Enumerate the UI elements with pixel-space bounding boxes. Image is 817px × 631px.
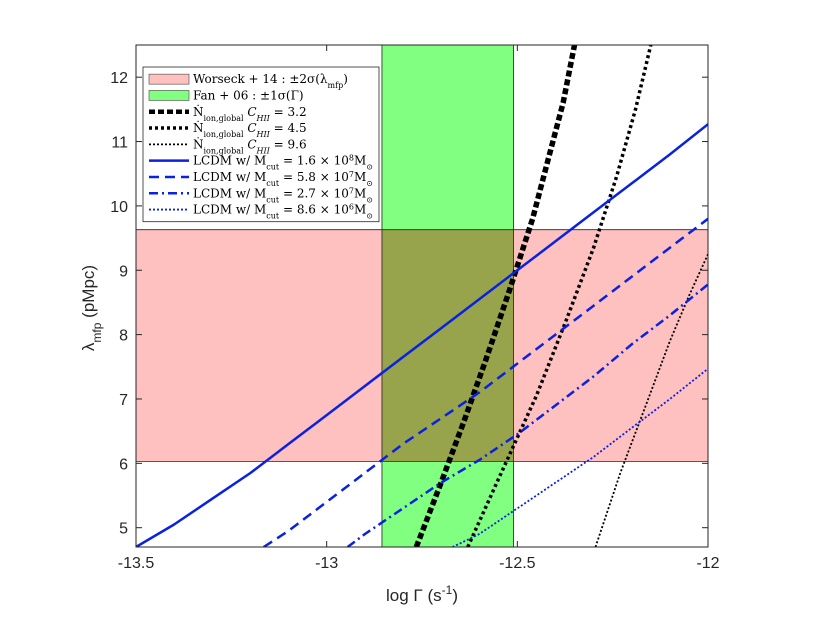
y-tick-label: 10 bbox=[110, 199, 128, 216]
legend-swatch bbox=[148, 90, 190, 101]
legend-label: Fan + 06 : ±1σ(Γ) bbox=[193, 88, 304, 102]
x-tick-label: -13 bbox=[315, 555, 338, 572]
series-line-1 bbox=[413, 45, 578, 547]
legend-label: Ṅion,global CHII = 3.2 bbox=[193, 103, 307, 123]
y-tick-label: 8 bbox=[119, 328, 128, 345]
legend-label: LCDM w/ Mcut = 2.7 × 107M⊙ bbox=[193, 186, 373, 204]
bands-layer bbox=[136, 45, 708, 547]
series-line-5 bbox=[263, 217, 708, 547]
legend-swatch bbox=[148, 73, 190, 85]
x-tick-label: -12 bbox=[696, 555, 719, 572]
y-tick-label: 5 bbox=[119, 521, 128, 538]
x-tick-label: -13.5 bbox=[118, 555, 155, 572]
legend-label: LCDM w/ Mcut = 5.8 × 107M⊙ bbox=[193, 169, 373, 187]
series-line-4 bbox=[136, 123, 708, 547]
legend-label: Ṅion,global CHII = 4.5 bbox=[193, 119, 307, 139]
legend: Worseck + 14 : ±2σ(λmfp)Fan + 06 : ±1σ(Γ… bbox=[142, 66, 380, 223]
y-tick-label: 11 bbox=[111, 135, 128, 152]
y-tick-label: 7 bbox=[119, 392, 128, 409]
series-line-7 bbox=[452, 367, 708, 547]
x-axis-label: log Γ (s-1) bbox=[386, 583, 458, 605]
legend-label: LCDM w/ Mcut = 8.6 × 106M⊙ bbox=[193, 202, 373, 220]
y-axis-label: λmfp (pMpc) bbox=[79, 265, 104, 351]
series-line-2 bbox=[466, 45, 653, 547]
series-layer bbox=[136, 45, 708, 547]
axes-layer: -13.5 -13 -12.5 -12 5 6 7 8 9 10 11 12 bbox=[110, 44, 720, 572]
legend-label: LCDM w/ Mcut = 1.6 × 108M⊙ bbox=[193, 153, 373, 171]
y-tick-label: 9 bbox=[119, 263, 128, 280]
plot-frame bbox=[135, 44, 709, 548]
y-tick-label: 6 bbox=[119, 456, 128, 473]
band-overlap bbox=[381, 229, 514, 462]
legend-label: Ṅion,global CHII = 9.6 bbox=[193, 135, 307, 155]
x-tick-label: -12.5 bbox=[499, 555, 536, 572]
series-line-6 bbox=[346, 283, 708, 547]
series-line-3 bbox=[594, 253, 708, 547]
y-tick-label: 12 bbox=[110, 70, 128, 87]
legend-label: Worseck + 14 : ±2σ(λmfp) bbox=[193, 72, 348, 90]
